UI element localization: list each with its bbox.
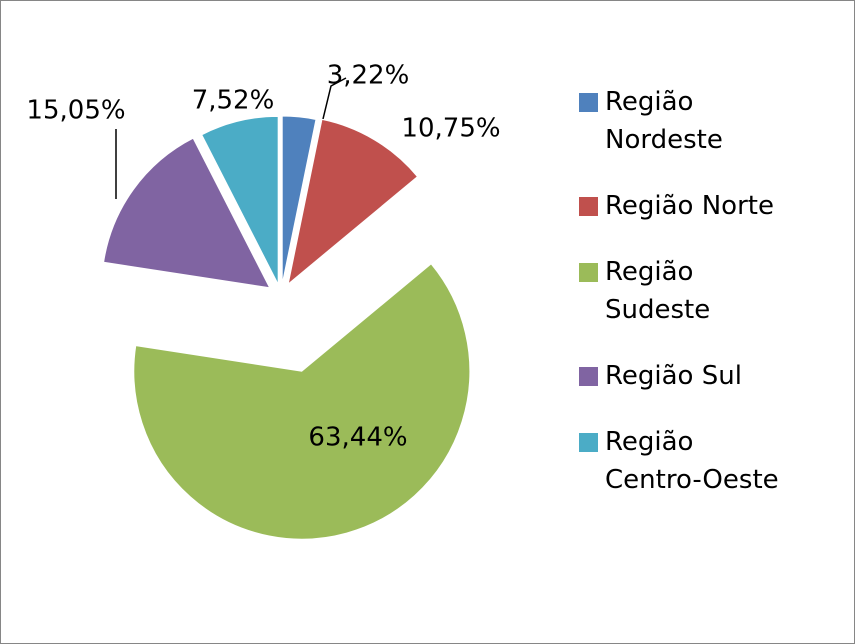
pie-slice [281,115,317,285]
legend: Região Nordeste Região Norte Região Sudest… [579,83,829,499]
legend-swatch [579,93,598,112]
legend-label: Região Centro-Oeste [605,427,779,495]
pie-slice [133,263,471,540]
pie-slice [103,137,271,289]
legend-entry: Região Norte [579,187,785,225]
legend-swatch [579,433,598,452]
pie-slice [287,118,419,286]
legend-label: Região Sudeste [605,257,711,325]
legend-swatch [579,197,598,216]
legend-swatch [579,367,598,386]
legend-label: Região Nordeste [605,87,723,155]
legend-entry: Região Sudeste [579,253,785,329]
legend-swatch [579,263,598,282]
legend-entry: Região Nordeste [579,83,785,159]
legend-label: Região Norte [605,191,774,221]
legend-entry: Região Centro-Oeste [579,423,785,499]
leader-line [322,77,347,120]
data-label: 10,75% [401,114,500,144]
data-label: 15,05% [26,96,125,126]
legend-entry: Região Sul [579,357,785,395]
data-label: 3,22% [327,61,410,91]
legend-label: Região Sul [605,361,742,391]
data-label: 7,52% [192,86,275,116]
data-label: 63,44% [308,423,407,453]
pie-slice [201,115,279,285]
